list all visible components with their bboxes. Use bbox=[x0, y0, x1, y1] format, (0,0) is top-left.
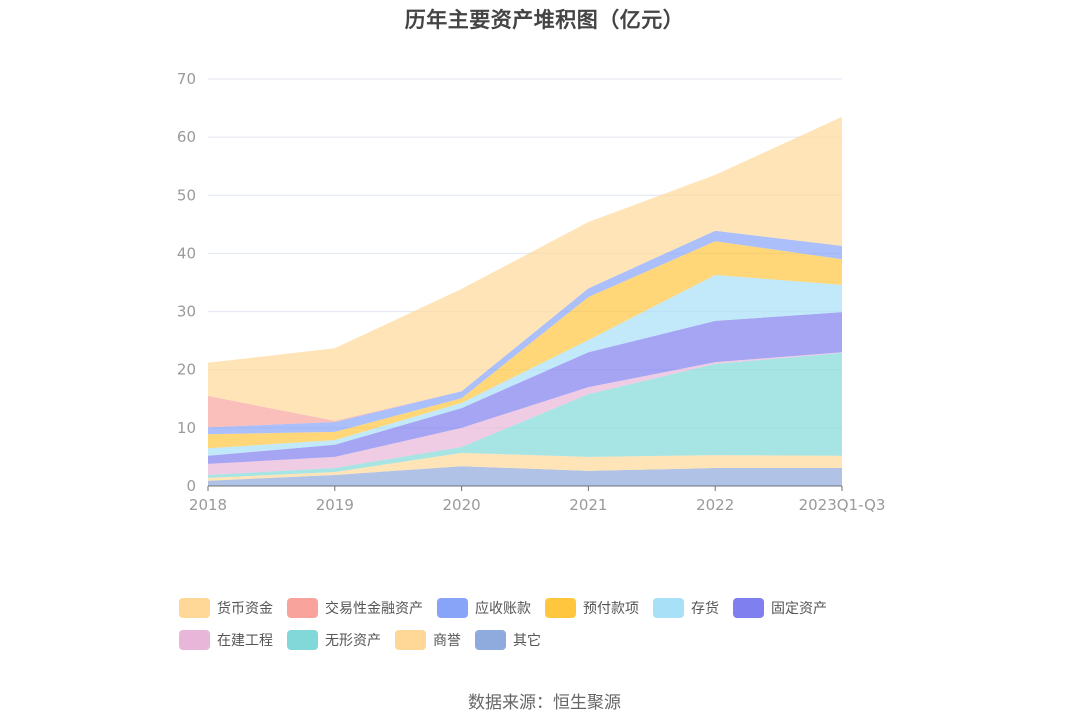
legend-label: 存货 bbox=[691, 601, 719, 617]
legend-swatch bbox=[733, 598, 764, 618]
legend-label: 应收账款 bbox=[475, 601, 531, 617]
data-source-note: 数据来源：恒生聚源 bbox=[468, 693, 621, 713]
area-series-5[interactable] bbox=[208, 274, 842, 456]
x-tick-label: 2021 bbox=[569, 496, 607, 514]
legend-label: 在建工程 bbox=[217, 633, 273, 649]
area-series-3[interactable] bbox=[208, 352, 842, 475]
legend-swatch bbox=[287, 598, 318, 618]
legend-swatch bbox=[179, 630, 210, 650]
legend-item[interactable]: 存货 bbox=[653, 598, 719, 618]
legend-item[interactable]: 应收账款 bbox=[437, 598, 531, 618]
legend-item[interactable]: 预付款项 bbox=[545, 598, 639, 618]
area-series-9[interactable] bbox=[208, 116, 842, 421]
y-tick-label: 30 bbox=[177, 303, 196, 321]
legend-swatch bbox=[179, 598, 210, 618]
legend-swatch bbox=[545, 598, 576, 618]
area-layer bbox=[208, 116, 842, 486]
legend-label: 其它 bbox=[513, 633, 541, 649]
y-tick-label: 70 bbox=[177, 70, 196, 88]
axis-layer: 0 10 20 30 40 50 60 70 2018 2019 2020 2021 2022 2023Q… bbox=[177, 70, 886, 514]
x-tick-label: 2023Q1-Q3 bbox=[799, 496, 886, 514]
legend-item[interactable]: 在建工程 bbox=[179, 630, 273, 650]
area-series-6[interactable] bbox=[208, 241, 842, 449]
y-tick-label: 20 bbox=[177, 361, 196, 379]
legend-swatch bbox=[653, 598, 684, 618]
legend-label: 货币资金 bbox=[217, 601, 273, 617]
y-tick-label: 60 bbox=[177, 128, 196, 146]
y-tick-label: 40 bbox=[177, 244, 196, 262]
area-series-0[interactable] bbox=[208, 466, 842, 486]
legend-label: 交易性金融资产 bbox=[325, 601, 423, 617]
legend-item[interactable]: 固定资产 bbox=[733, 598, 827, 618]
x-tick-label: 2018 bbox=[189, 496, 227, 514]
x-tick-label: 2020 bbox=[443, 496, 481, 514]
chart-title: 历年主要资产堆积图（亿元） bbox=[404, 8, 685, 32]
area-series-4[interactable] bbox=[208, 312, 842, 464]
area-series-1[interactable] bbox=[208, 452, 842, 481]
legend-row: 货币资金 交易性金融资产 应收账款 预付款项 存货 固定资产 bbox=[179, 592, 919, 624]
legend-item[interactable]: 货币资金 bbox=[179, 598, 273, 618]
legend-label: 预付款项 bbox=[583, 601, 639, 617]
legend-label: 固定资产 bbox=[771, 601, 827, 617]
x-tick-label: 2022 bbox=[696, 496, 734, 514]
x-tick-label: 2019 bbox=[316, 496, 354, 514]
y-tick-label: 10 bbox=[177, 419, 196, 437]
legend-item[interactable]: 无形资产 bbox=[287, 630, 381, 650]
legend-swatch bbox=[437, 598, 468, 618]
legend-swatch bbox=[287, 630, 318, 650]
legend-swatch bbox=[475, 630, 506, 650]
legend-swatch bbox=[395, 630, 426, 650]
legend: 货币资金 交易性金融资产 应收账款 预付款项 存货 固定资产 在建工程 无形资产 商誉 其它 bbox=[179, 592, 919, 656]
legend-label: 商誉 bbox=[433, 633, 461, 649]
area-series-2[interactable] bbox=[208, 352, 842, 478]
y-tick-label: 50 bbox=[177, 186, 196, 204]
legend-item[interactable]: 商誉 bbox=[395, 630, 461, 650]
legend-item[interactable]: 其它 bbox=[475, 630, 541, 650]
y-tick-label: 0 bbox=[186, 477, 196, 495]
legend-item[interactable]: 交易性金融资产 bbox=[287, 598, 423, 618]
legend-label: 无形资产 bbox=[325, 633, 381, 649]
legend-row: 在建工程 无形资产 商誉 其它 bbox=[179, 624, 919, 656]
